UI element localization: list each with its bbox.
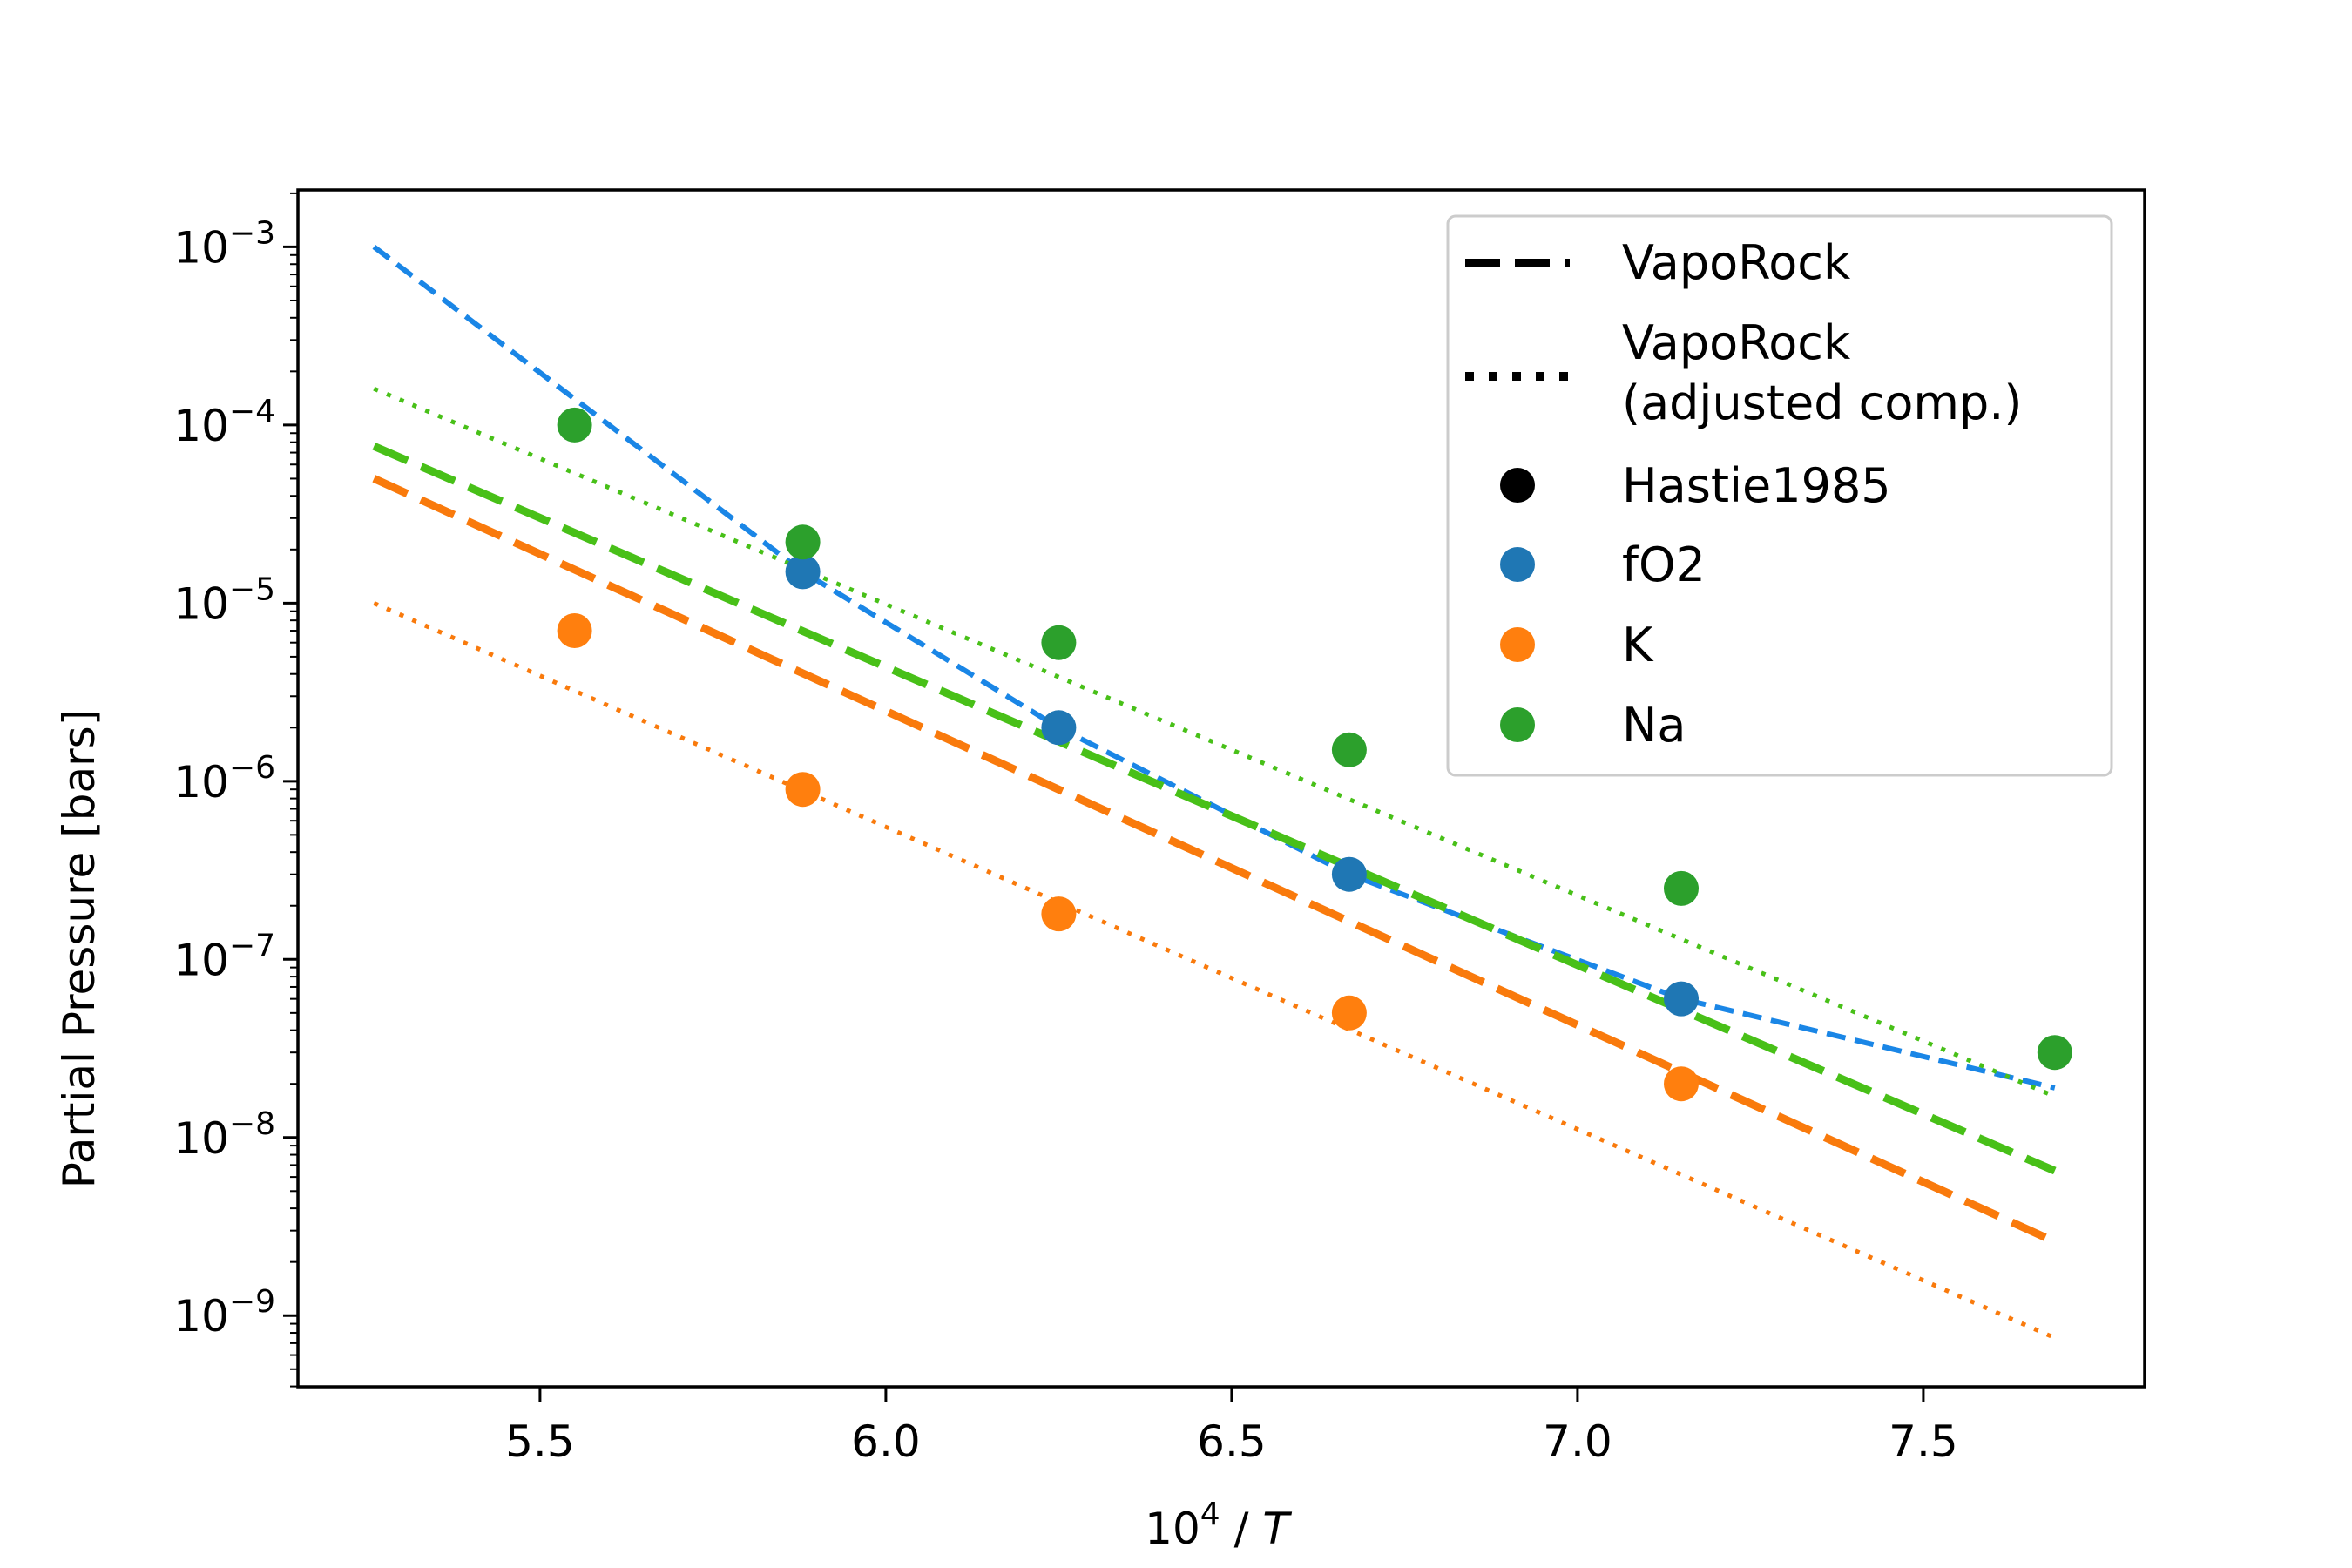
- data-points: [557, 407, 2072, 1102]
- na-dashed-line: [372, 443, 2057, 1175]
- legend-label-adjusted-comp: (adjusted comp.): [1622, 375, 2022, 430]
- legend-label-hastie1985: Hastie1985: [1622, 458, 1891, 513]
- legend-label-fo2: fO2: [1622, 537, 1706, 592]
- legend-orange-dot-icon: [1500, 627, 1535, 662]
- legend-black-dot-icon: [1500, 468, 1535, 503]
- na-data-point: [785, 524, 821, 560]
- na-data-point: [1331, 732, 1367, 767]
- y-axis: 10−3 10−4 10−5 10−6 10−7 10−8 10−9: [173, 192, 298, 1388]
- x-tick-label: 6.0: [851, 1416, 921, 1467]
- legend-item-hastie1985: Hastie1985: [1500, 458, 1891, 513]
- y-tick-label: 10−3: [173, 215, 275, 273]
- fo2-data-point: [1331, 856, 1367, 892]
- na-data-point: [1664, 870, 1699, 906]
- fo2-data-point: [1664, 981, 1699, 1017]
- y-tick-label: 10−4: [173, 394, 275, 451]
- plot-area: [296, 188, 2146, 1389]
- x-axis: 5.5 6.0 6.5 7.0 7.5: [505, 1387, 1958, 1467]
- fo2-data-point: [785, 554, 821, 590]
- k-data-point: [1664, 1066, 1699, 1102]
- y-tick-label: 10−7: [173, 928, 275, 985]
- legend-green-dot-icon: [1500, 707, 1535, 742]
- legend-label-k: K: [1622, 618, 1654, 672]
- legend-blue-dot-icon: [1500, 547, 1535, 582]
- legend-label-vaporock-adjusted: VapoRock: [1622, 315, 1851, 370]
- na-data-point: [557, 407, 592, 443]
- fo2-data-point: [1041, 710, 1077, 746]
- y-tick-label: 10−6: [173, 750, 275, 808]
- x-axis-label: 104 / T: [1145, 1497, 1292, 1554]
- na-data-point: [2037, 1035, 2072, 1071]
- legend-item-k: K: [1500, 618, 1654, 672]
- legend-item-fo2: fO2: [1500, 537, 1706, 592]
- k-data-point: [1041, 896, 1077, 932]
- k-data-point: [785, 772, 821, 808]
- legend-item-vaporock: VapoRock: [1465, 235, 1851, 290]
- na-data-point: [1041, 625, 1077, 660]
- fit-lines: [372, 245, 2057, 1341]
- legend-item-na: Na: [1500, 698, 1686, 753]
- y-tick-label: 10−8: [173, 1106, 275, 1164]
- legend-label-vaporock: VapoRock: [1622, 235, 1851, 290]
- x-tick-label: 7.0: [1543, 1416, 1612, 1467]
- x-tick-label: 7.5: [1889, 1416, 1958, 1467]
- na-dotted-line: [373, 386, 2056, 1098]
- legend-item-vaporock-adjusted: VapoRock (adjusted comp.): [1465, 315, 2022, 430]
- legend-box: [1446, 214, 2113, 777]
- x-tick-label: 5.5: [505, 1416, 575, 1467]
- legend-label-na: Na: [1622, 698, 1686, 753]
- fo2-dashed-thin-line: [372, 245, 2056, 1091]
- x-tick-label: 6.5: [1197, 1416, 1267, 1467]
- axes-frame: [296, 188, 2146, 1389]
- legend: VapoRock VapoRock (adjusted comp.) Hasti…: [1446, 214, 2113, 777]
- k-data-point: [1331, 995, 1367, 1031]
- y-tick-label: 10−5: [173, 571, 275, 629]
- y-axis-label: Partial Pressure [bars]: [54, 709, 105, 1188]
- k-data-point: [557, 613, 592, 648]
- y-tick-label: 10−9: [173, 1284, 275, 1342]
